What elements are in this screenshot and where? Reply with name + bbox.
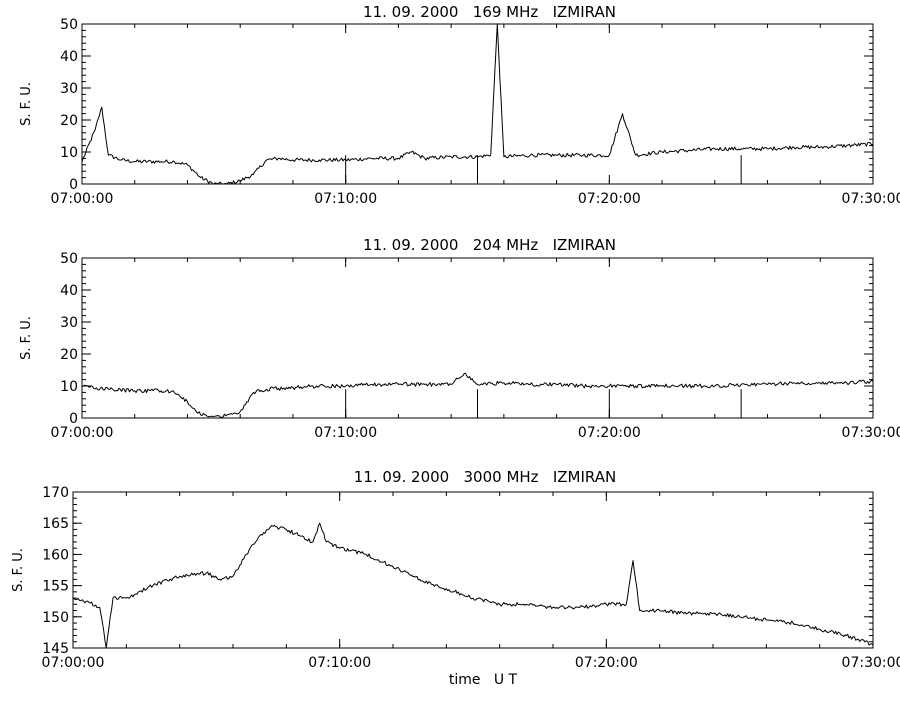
chart-panel-2: 11. 09. 2000 204 MHz IZMIRAN S. F. U. 0 10 2… — [19, 236, 900, 441]
y-tick-label: 30 — [60, 315, 78, 331]
y-tick-label: 10 — [60, 145, 78, 161]
y-tick-label: 20 — [60, 113, 78, 129]
x-tick-label: 07:00:00 — [51, 191, 114, 207]
y-tick-label: 40 — [60, 283, 78, 299]
x-tick-label: 07:10:00 — [314, 191, 377, 207]
x-tick-label: 07:20:00 — [575, 655, 638, 671]
y-tick-label: 165 — [42, 516, 69, 532]
chart-title: 11. 09. 2000 169 MHz IZMIRAN — [363, 3, 616, 21]
y-tick-label: 40 — [60, 49, 78, 65]
y-tick-label: 170 — [42, 485, 69, 501]
y-tick-label: 145 — [42, 641, 69, 657]
x-tick-label: 07:30:00 — [842, 655, 900, 671]
y-axis-label: S. F. U. — [19, 316, 34, 360]
plot-frame — [72, 491, 874, 649]
y-tick-label: 155 — [42, 579, 69, 595]
y-axis-label: S. F. U. — [19, 82, 34, 126]
chart-title: 11. 09. 2000 204 MHz IZMIRAN — [363, 236, 616, 254]
y-tick-label: 0 — [69, 411, 78, 427]
y-tick-label: 30 — [60, 81, 78, 97]
y-tick-label: 0 — [69, 177, 78, 193]
y-tick-label: 10 — [60, 379, 78, 395]
y-tick-label: 150 — [42, 610, 69, 626]
y-tick-label: 20 — [60, 347, 78, 363]
x-tick-label: 07:20:00 — [578, 191, 641, 207]
x-tick-label: 07:20:00 — [578, 425, 641, 441]
x-axis-label: time U T — [449, 672, 518, 688]
series-line — [81, 372, 874, 418]
chart-title: 11. 09. 2000 3000 MHz IZMIRAN — [354, 468, 616, 486]
y-tick-label: 160 — [42, 547, 69, 563]
x-tick-label: 07:30:00 — [842, 191, 900, 207]
x-tick-label: 07:00:00 — [42, 655, 105, 671]
x-tick-label: 07:10:00 — [314, 425, 377, 441]
x-tick-label: 07:30:00 — [842, 425, 900, 441]
y-tick-label: 50 — [60, 17, 78, 33]
x-tick-label: 07:10:00 — [308, 655, 371, 671]
chart-panel-3: 11. 09. 2000 3000 MHz IZMIRAN S. F. U. 145… — [11, 468, 900, 688]
x-tick-label: 07:00:00 — [51, 425, 114, 441]
chart-panel-1: 11. 09. 2000 169 MHz IZMIRAN S. F. U. 0 10 2… — [19, 3, 900, 207]
series-line — [81, 23, 874, 185]
series-line — [72, 522, 874, 649]
y-axis-label: S. F. U. — [11, 548, 26, 592]
y-tick-label: 50 — [60, 251, 78, 267]
